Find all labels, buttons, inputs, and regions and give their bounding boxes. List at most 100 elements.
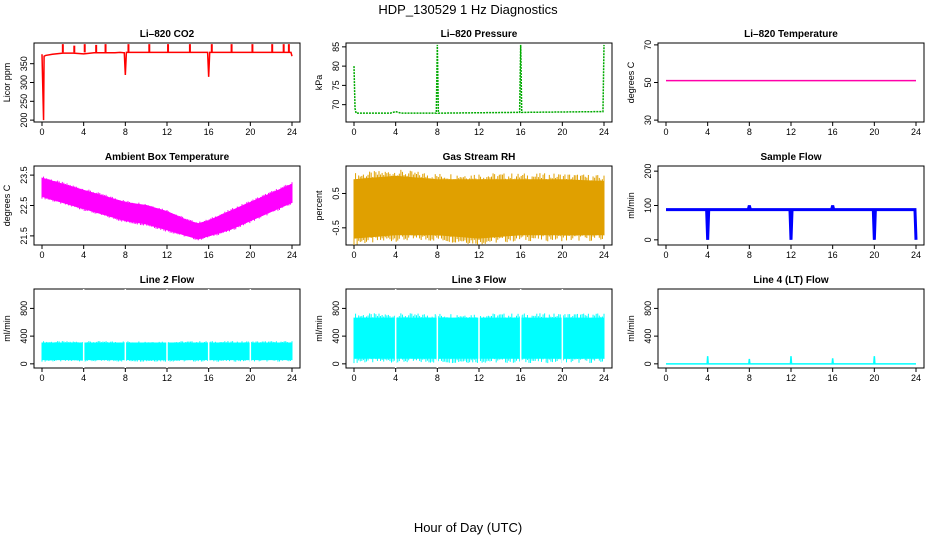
x-tick-label: 20 bbox=[557, 127, 567, 137]
y-tick-label: 0 bbox=[643, 361, 653, 366]
x-tick-label: 16 bbox=[204, 127, 214, 137]
y-tick-label: 0.5 bbox=[331, 187, 341, 200]
panel-title: Ambient Box Temperature bbox=[105, 152, 230, 163]
figure-x-axis-label: Hour of Day (UTC) bbox=[414, 520, 522, 535]
y-tick-label: 800 bbox=[643, 301, 653, 316]
x-tick-label: 4 bbox=[81, 373, 86, 383]
x-tick-label: 24 bbox=[911, 250, 921, 260]
x-tick-label: 16 bbox=[204, 250, 214, 260]
plot-area bbox=[353, 44, 605, 114]
x-tick-label: 8 bbox=[123, 250, 128, 260]
x-tick-label: 20 bbox=[869, 127, 879, 137]
x-tick-label: 8 bbox=[435, 127, 440, 137]
panel-title: Line 4 (LT) Flow bbox=[753, 275, 829, 286]
x-tick-label: 4 bbox=[705, 127, 710, 137]
x-tick-label: 12 bbox=[162, 250, 172, 260]
x-tick-label: 24 bbox=[287, 373, 297, 383]
chart-panel-3: Ambient Box Temperature degrees C 0 4 8 12 16 2… bbox=[2, 152, 301, 260]
x-tick-label: 0 bbox=[39, 127, 44, 137]
y-axis-label: percent bbox=[314, 190, 324, 221]
panel-title: Line 3 Flow bbox=[452, 275, 507, 286]
series-line bbox=[666, 356, 916, 365]
x-tick-label: 12 bbox=[162, 373, 172, 383]
x-tick-label: 24 bbox=[911, 127, 921, 137]
chart-panel-7: Line 3 Flow ml/min 0 4 8 12 16 20 24 0 400 800 bbox=[314, 275, 613, 383]
chart-panel-4: Gas Stream RH percent 0 4 8 12 16 20 24 -0.5 0.5 bbox=[314, 152, 613, 260]
x-tick-label: 24 bbox=[599, 250, 609, 260]
x-tick-label: 12 bbox=[474, 373, 484, 383]
plot-frame bbox=[33, 42, 301, 123]
series-line bbox=[666, 205, 918, 240]
y-axis-label: Licor ppm bbox=[2, 63, 12, 103]
y-tick-label: 70 bbox=[643, 40, 653, 50]
x-tick-label: 0 bbox=[351, 127, 356, 137]
panel-title: Gas Stream RH bbox=[443, 152, 516, 163]
x-tick-label: 4 bbox=[393, 373, 398, 383]
x-tick-label: 20 bbox=[557, 250, 567, 260]
y-tick-label: 85 bbox=[331, 42, 341, 52]
x-tick-label: 24 bbox=[287, 250, 297, 260]
y-tick-label: 75 bbox=[331, 80, 341, 90]
panel-title: Li–820 CO2 bbox=[140, 29, 195, 40]
chart-panel-2: Li–820 Temperature degrees C 0 4 8 12 16 20 24 30… bbox=[626, 29, 925, 137]
x-tick-label: 0 bbox=[351, 373, 356, 383]
y-tick-label: 300 bbox=[19, 75, 29, 90]
chart-panel-6: Line 2 Flow ml/min 0 4 8 12 16 20 24 0 400 800 bbox=[2, 275, 301, 383]
x-tick-label: 16 bbox=[828, 373, 838, 383]
x-tick-label: 16 bbox=[516, 250, 526, 260]
panel-title: Li–820 Temperature bbox=[744, 29, 838, 40]
x-tick-label: 20 bbox=[557, 373, 567, 383]
x-tick-label: 4 bbox=[81, 250, 86, 260]
y-axis-label: degrees C bbox=[626, 61, 636, 103]
y-axis-label: ml/min bbox=[2, 315, 12, 342]
y-tick-label: 400 bbox=[331, 329, 341, 344]
x-tick-label: 16 bbox=[516, 373, 526, 383]
x-tick-label: 8 bbox=[123, 373, 128, 383]
y-tick-label: 200 bbox=[643, 164, 653, 179]
plot-frame bbox=[657, 42, 925, 123]
plot-area bbox=[353, 289, 605, 368]
y-tick-label: 400 bbox=[643, 329, 653, 344]
x-tick-label: 8 bbox=[435, 250, 440, 260]
chart-panel-8: Line 4 (LT) Flow ml/min 0 4 8 12 16 20 24 0 400 800 bbox=[626, 275, 925, 383]
x-tick-label: 0 bbox=[39, 373, 44, 383]
x-tick-label: 20 bbox=[245, 373, 255, 383]
x-tick-label: 24 bbox=[911, 373, 921, 383]
x-tick-label: 12 bbox=[474, 127, 484, 137]
y-axis-label: ml/min bbox=[626, 315, 636, 342]
x-tick-label: 4 bbox=[705, 250, 710, 260]
x-tick-label: 16 bbox=[828, 127, 838, 137]
panel-title: Sample Flow bbox=[760, 152, 821, 163]
y-axis-label: ml/min bbox=[626, 192, 636, 219]
chart-panel-5: Sample Flow ml/min 0 4 8 12 16 20 24 0 100 200 bbox=[626, 152, 925, 260]
x-tick-label: 20 bbox=[245, 127, 255, 137]
y-tick-label: 21.5 bbox=[19, 227, 29, 245]
plot-area bbox=[41, 176, 293, 241]
panel-title: Line 2 Flow bbox=[140, 275, 195, 286]
y-tick-label: 30 bbox=[643, 115, 653, 125]
x-tick-label: 0 bbox=[39, 250, 44, 260]
y-tick-label: 0 bbox=[643, 237, 653, 242]
panel-title: Li–820 Pressure bbox=[441, 29, 518, 40]
x-tick-label: 16 bbox=[204, 373, 214, 383]
x-tick-label: 4 bbox=[81, 127, 86, 137]
x-tick-label: 16 bbox=[828, 250, 838, 260]
x-tick-label: 0 bbox=[663, 250, 668, 260]
y-tick-label: 350 bbox=[19, 56, 29, 71]
y-tick-label: -0.5 bbox=[331, 220, 341, 236]
x-tick-label: 8 bbox=[747, 250, 752, 260]
x-tick-label: 4 bbox=[393, 127, 398, 137]
x-tick-label: 16 bbox=[516, 127, 526, 137]
y-tick-label: 70 bbox=[331, 100, 341, 110]
plot-area bbox=[666, 205, 918, 240]
plot-frame bbox=[657, 288, 925, 369]
y-tick-label: 23.5 bbox=[19, 166, 29, 184]
x-tick-label: 12 bbox=[474, 250, 484, 260]
y-tick-label: 80 bbox=[331, 61, 341, 71]
chart-panel-0: Li–820 CO2 Licor ppm 0 4 8 12 16 20 24 200 250 300 3… bbox=[2, 29, 301, 137]
y-tick-label: 0 bbox=[19, 361, 29, 366]
x-tick-label: 24 bbox=[599, 373, 609, 383]
plot-area bbox=[666, 356, 916, 365]
